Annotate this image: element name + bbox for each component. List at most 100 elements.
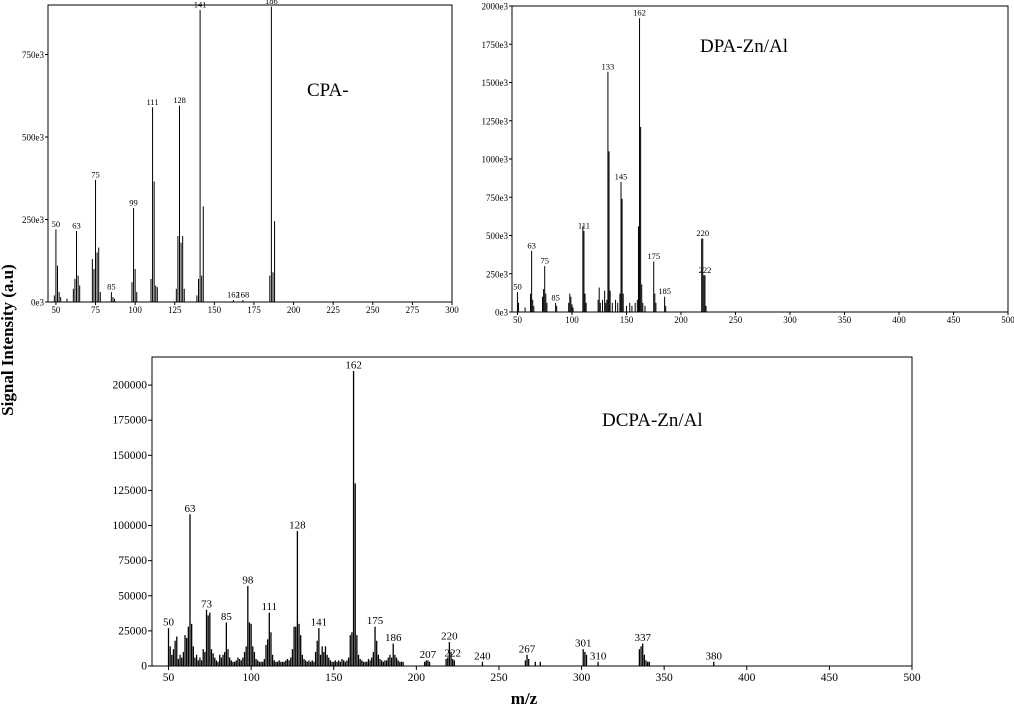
x-tick-label: 200 [287,305,301,315]
y-tick-label: 2000e3 [482,2,509,12]
peak-label: 85 [107,282,116,292]
y-tick-label: 1250e3 [482,116,509,126]
peak-label: 175 [647,251,660,261]
x-tick-label: 150 [208,305,222,315]
peak-label: 301 [575,638,592,650]
peak-label: 220 [696,228,709,238]
x-tick-label: 100 [243,672,261,684]
x-tick-label: 300 [783,315,797,325]
peak-label: 207 [420,649,437,661]
y-tick-label: 100000 [113,520,148,532]
x-axis-title: m/z [511,689,538,708]
x-tick-label: 300 [573,672,591,684]
y-tick-label: 0e3 [31,298,44,308]
dpa-znal-spectrum-panel: 0e3 250e3 500e3 750e3 1000e3 1250e3 1500e3 1750… [482,2,1014,326]
peak-label: 186 [265,0,278,6]
y-tick-label: 500e3 [22,133,44,143]
peak-label: 162 [227,290,240,300]
peak-label: 310 [590,650,607,662]
peak-label: 141 [194,0,207,9]
peak-label: 111 [261,601,277,613]
x-tick-label: 50 [51,305,61,315]
y-tick-label: 50000 [118,590,147,602]
panel-title: DPA-Zn/Al [700,36,788,57]
x-tick-label: 450 [947,315,961,325]
peak-label: 168 [236,290,249,300]
y-tick-label: 750e3 [22,50,44,60]
plot-frame [151,356,913,667]
x-tick-label: 450 [821,672,839,684]
y-tick-label: 1750e3 [482,40,509,50]
peak-label: 111 [578,220,590,230]
x-tick-label: 175 [247,305,261,315]
x-tick-label: 275 [406,305,420,315]
x-tick-label: 100 [128,305,142,315]
y-tick-label: 500e3 [486,231,508,241]
y-tick-label: 125000 [113,485,148,497]
x-tick-label: 350 [656,672,674,684]
x-tick-label: 125 [168,305,182,315]
x-tick-label: 500 [1001,315,1014,325]
peak-label: 337 [634,632,651,644]
y-tick-label: 1000e3 [482,155,509,165]
peak-label: 111 [147,97,159,107]
y-tick-label: 0e3 [495,308,508,318]
peak-label: 50 [163,617,175,629]
peak-label: 186 [385,632,402,644]
peak-label: 222 [699,265,712,275]
peak-label: 98 [242,574,254,586]
x-tick-label: 400 [738,672,756,684]
x-tick-label: 200 [674,315,688,325]
peak-label: 175 [367,615,384,627]
cpa-spectrum-panel: 0e3 250e3 500e3 750e3 50 75 100 125 150 175 200 225… [22,0,459,315]
peak-label: 63 [185,503,197,515]
peak-label: 145 [615,171,628,181]
peak-label: 380 [705,650,722,662]
peak-label: 128 [289,520,306,532]
y-tick-label: 150000 [113,450,148,462]
y-tick-label: 1500e3 [482,78,509,88]
y-tick-label: 750e3 [486,193,508,203]
peak-label: 63 [527,240,536,250]
peak-label: 85 [551,292,560,302]
y-axis-title: Signal Intensity (a.u) [0,264,17,416]
peak-label: 75 [540,256,549,266]
panel-title: CPA- [307,80,349,101]
x-tick-label: 250 [490,672,508,684]
x-tick-label: 250 [366,305,380,315]
x-tick-label: 150 [325,672,343,684]
peak-label: 162 [345,360,362,372]
peak-label: 185 [658,286,671,296]
y-tick-label: 25000 [118,625,147,637]
peak-label: 85 [221,611,233,623]
y-tick-label: 0 [141,661,147,673]
peak-label: 222 [444,647,461,659]
peak-label: 73 [201,598,213,610]
y-tick-label: 175000 [113,415,148,427]
x-tick-label: 225 [326,305,340,315]
y-tick-label: 200000 [113,380,148,392]
x-tick-label: 50 [513,315,523,325]
x-tick-label: 500 [903,672,921,684]
peak-label: 63 [72,221,81,231]
x-tick-label: 350 [838,315,852,325]
peak-label: 267 [519,643,536,655]
y-tick-label: 250e3 [22,215,44,225]
x-tick-label: 50 [163,672,175,684]
x-tick-label: 200 [408,672,426,684]
peak-label: 50 [513,282,522,292]
peak-label: 50 [52,219,61,229]
peak-label: 240 [474,650,491,662]
peak-label: 220 [441,631,458,643]
x-tick-label: 300 [445,305,459,315]
x-tick-label: 400 [892,315,906,325]
x-tick-label: 250 [729,315,743,325]
peak-label: 99 [129,197,138,207]
peak-label: 75 [91,169,100,179]
panel-title: DCPA-Zn/Al [602,410,703,431]
x-tick-label: 100 [565,315,579,325]
x-tick-label: 75 [91,305,101,315]
peak-label: 133 [602,61,615,71]
y-tick-label: 75000 [118,555,147,567]
